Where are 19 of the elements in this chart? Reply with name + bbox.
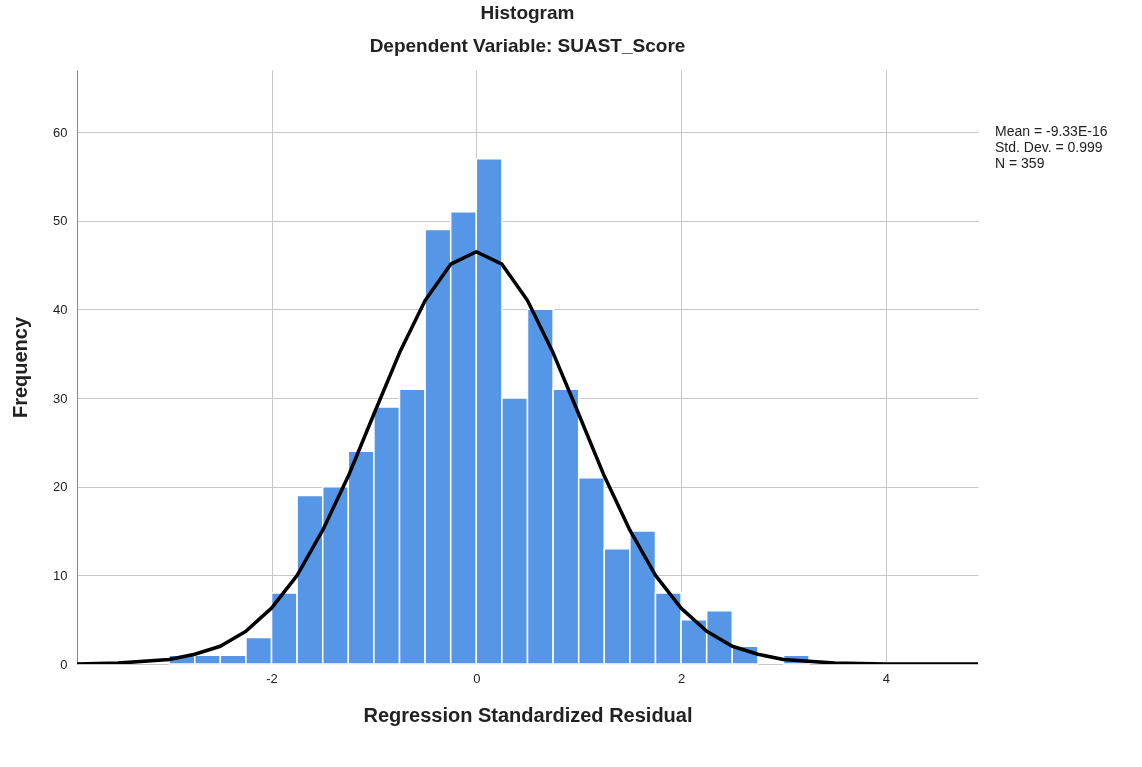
y-tick-label: 10 — [53, 567, 68, 583]
text: Std. Dev. = 0.999 — [995, 139, 1104, 155]
x-tick-label: 4 — [882, 670, 890, 686]
chart-subtitle: Dependent Variable: SUAST_Score — [369, 35, 686, 56]
x-tick-label: 0 — [473, 670, 481, 686]
y-tick-label: 40 — [53, 301, 68, 317]
y-tick-label: 0 — [60, 656, 68, 672]
y-tick-label: 30 — [53, 390, 68, 406]
text: N = 359 — [995, 155, 1046, 171]
x-tick-label: -2 — [266, 670, 278, 686]
text: Mean = -9.33E-16 — [995, 123, 1108, 139]
y-tick-label: 50 — [53, 213, 68, 229]
y-tick-label: 20 — [53, 479, 68, 495]
y-axis-title: Frequency — [9, 316, 32, 419]
x-tick-label: 2 — [677, 670, 686, 686]
line-series — [77, 250, 978, 664]
x-axis-title: Regression Standardized Residual — [363, 703, 693, 726]
y-tick-label: 60 — [53, 124, 68, 140]
chart-title: Histogram — [480, 2, 575, 23]
